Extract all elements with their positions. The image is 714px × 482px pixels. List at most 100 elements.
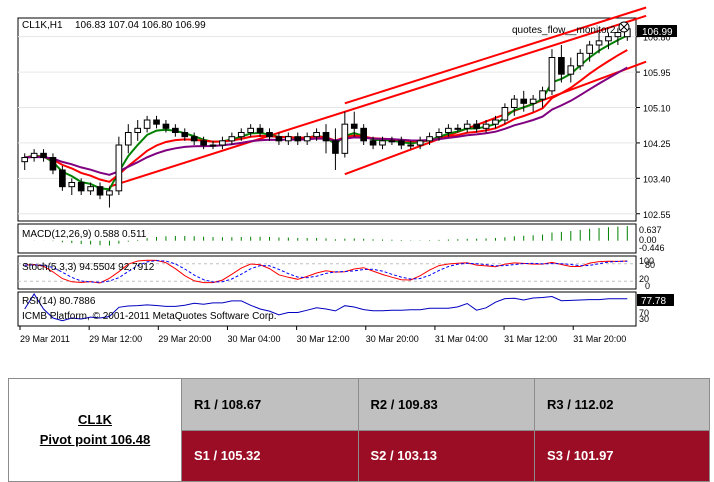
support-3: S3 / 101.97	[534, 429, 710, 482]
rsi-tick-70: 70	[639, 308, 649, 318]
price-tick-label: 105.95	[643, 68, 671, 78]
price-axis: 106.80 105.95 105.10 104.25 103.40 102.55	[636, 33, 671, 220]
copyright: ICMB Platform, © 2001-2011 MetaQuotes So…	[22, 311, 277, 322]
candle	[341, 111, 349, 158]
candle	[558, 45, 565, 83]
candle	[492, 115, 499, 129]
candle	[294, 132, 302, 145]
candle-body	[388, 140, 396, 143]
resistance-2: R2 / 109.83	[357, 378, 536, 431]
candle-body	[454, 127, 462, 130]
price-tick-label: 102.55	[643, 210, 671, 220]
candle-body	[605, 36, 612, 42]
stoch-tick-100: 100	[639, 256, 654, 266]
candle-body	[416, 140, 424, 146]
candle-body	[595, 40, 603, 46]
candle-body	[558, 57, 565, 75]
rsi-value: 77.78	[641, 296, 666, 307]
candle	[190, 132, 198, 145]
candle	[313, 128, 320, 141]
price-tick-label: 105.10	[643, 104, 671, 114]
current-price-value: 106.99	[642, 27, 673, 38]
price-tick-label: 106.80	[643, 33, 671, 43]
candle	[454, 124, 462, 133]
candle-body	[567, 65, 575, 75]
time-tick-label: 31 Mar 12:00	[504, 334, 557, 344]
close-icon[interactable]	[618, 21, 630, 33]
time-tick-label: 29 Mar 12:00	[89, 334, 142, 344]
stoch-tick-20: 20	[639, 274, 649, 284]
candle	[539, 86, 546, 108]
candle-body	[30, 152, 38, 158]
rsi-tick-30: 30	[639, 314, 649, 324]
resistance-3: R3 / 112.02	[534, 378, 710, 431]
candle	[200, 136, 207, 150]
candle-body	[576, 52, 584, 67]
time-tick-label: 29 Mar 2011	[20, 334, 70, 344]
candle-body	[614, 32, 622, 38]
candle-body	[190, 136, 198, 142]
macd-tick-bottom: -0.446	[639, 243, 665, 253]
candle-body	[237, 132, 245, 138]
candle	[379, 136, 386, 150]
price-chart: CL1K,H1 106.83 107.04 106.80 106.99 quot…	[17, 6, 677, 344]
candle	[106, 186, 113, 208]
candle	[87, 182, 94, 195]
candle	[501, 103, 509, 125]
candle-body	[360, 127, 367, 142]
trend-line	[344, 6, 647, 105]
stoch-lines	[18, 259, 636, 284]
indicator-name: quotes_flow__monitor2	[512, 25, 616, 36]
candle	[407, 140, 415, 150]
candle	[49, 153, 57, 175]
candle-body	[49, 157, 57, 171]
candle-body	[539, 90, 546, 100]
price-tick-label: 104.25	[643, 139, 671, 149]
candle	[595, 32, 603, 54]
price-tick-label: 103.40	[643, 174, 671, 184]
candle-body	[266, 132, 273, 138]
candle-body	[379, 140, 386, 146]
candle-body	[586, 44, 593, 54]
candle	[30, 149, 38, 162]
macd-label: MACD(12,26,9) 0.588 0.511	[22, 229, 147, 240]
candles	[21, 24, 631, 208]
candle-body	[435, 132, 443, 138]
candle-body	[463, 123, 471, 129]
candle-body	[219, 140, 226, 146]
candle-body	[172, 127, 179, 133]
candle	[322, 124, 330, 154]
stoch-panel	[17, 255, 637, 290]
candle	[435, 128, 443, 141]
macd-histogram	[33, 226, 628, 246]
candle	[228, 132, 236, 145]
candle	[388, 136, 396, 145]
candle	[360, 124, 367, 145]
candle	[172, 124, 179, 137]
rsi-value-marker: 77.78	[637, 294, 674, 307]
candle-body	[275, 136, 283, 142]
candle-body	[115, 144, 123, 192]
candle-body	[520, 98, 528, 104]
candle-body	[143, 119, 151, 129]
candle	[416, 136, 424, 150]
pivot-point: Pivot point 106.48	[39, 432, 151, 447]
candle-body	[341, 123, 349, 154]
candle	[275, 132, 283, 145]
candle	[332, 128, 339, 170]
candle	[303, 132, 311, 145]
time-tick-label: 31 Mar 20:00	[573, 334, 626, 344]
candle	[586, 40, 593, 62]
candle-body	[124, 132, 132, 146]
candle	[219, 136, 226, 150]
pivot-symbol-cell: CL1K Pivot point 106.48	[8, 378, 182, 482]
candle	[463, 120, 471, 133]
candle-body	[313, 132, 320, 138]
time-tick-label: 29 Mar 20:00	[158, 334, 211, 344]
candle	[266, 128, 273, 141]
symbol-label: CL1K,H1	[22, 20, 63, 31]
rsi-label: RSI(14) 80.7886	[22, 296, 96, 307]
candle	[162, 120, 170, 133]
candle	[68, 178, 76, 195]
candle	[247, 124, 255, 137]
